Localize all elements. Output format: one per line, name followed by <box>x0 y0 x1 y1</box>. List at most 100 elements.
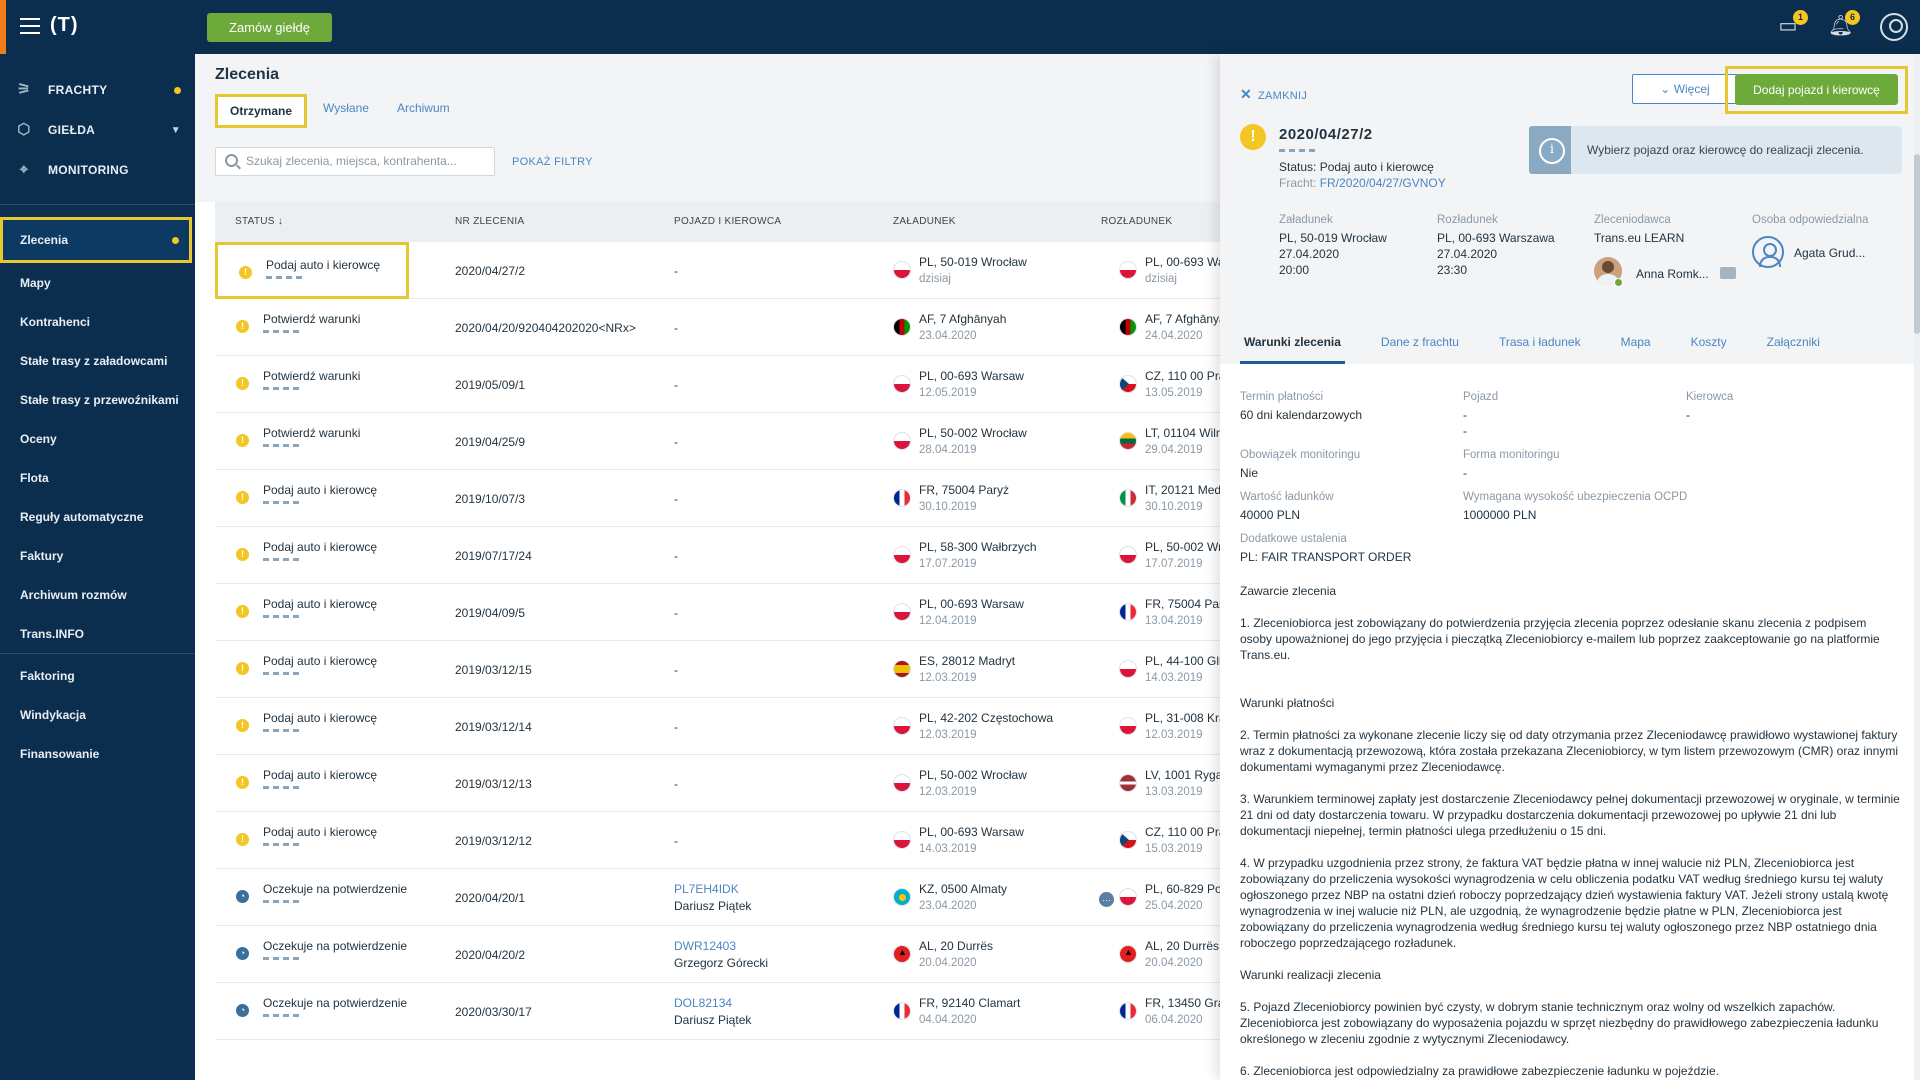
loading-place: KZ, 0500 Almaty 23.04.2020 <box>919 882 1007 912</box>
warning-icon: ! <box>236 605 249 618</box>
loading-place: AL, 20 Durrës 20.04.2020 <box>919 939 993 969</box>
unloading-city: PL, 00-693 Warsz <box>1145 255 1241 269</box>
table-row[interactable]: ! Podaj auto i kierowcę 2019/03/12/15 - ES, … <box>215 641 1239 698</box>
flag-cz-icon <box>1119 375 1137 393</box>
unloading-date: 13.04.2019 <box>1145 615 1203 627</box>
order-number: 2020/04/20/1 <box>455 891 526 905</box>
notification-dot <box>172 236 179 244</box>
order-exchange-button[interactable]: Zamów giełdę <box>207 13 332 42</box>
user-avatar-icon[interactable] <box>1880 13 1908 41</box>
monitoring-form-label: Forma monitoringu <box>1463 449 1560 461</box>
responsible-name[interactable]: Agata Grud... <box>1794 246 1866 260</box>
sidebar-item-trans-info[interactable]: Trans.INFO <box>0 614 195 653</box>
table-row[interactable]: ! Potwierdź warunki 2019/05/09/1 - PL, 00-69… <box>215 356 1239 413</box>
vehicle-value: - <box>674 378 678 392</box>
unloading-date: 15.03.2019 <box>1145 843 1203 855</box>
vehicle-link[interactable]: DOL82134 <box>674 996 733 1010</box>
sidebar-item-faktoring[interactable]: Faktoring <box>0 656 195 695</box>
scrollbar-thumb[interactable] <box>1914 154 1920 334</box>
loading-time: 20:00 <box>1279 263 1310 277</box>
sidebar-item-frachty[interactable]: ⚞ FRACHTY <box>0 70 195 110</box>
loading-city: PL, 50-002 Wrocław <box>919 426 1027 440</box>
sidebar-item-label: Faktury <box>20 548 64 563</box>
close-panel-link[interactable]: ✕ ZAMKNIJ <box>1240 86 1307 103</box>
sidebar-item-gielda[interactable]: ⬡ GIEŁDA ▼ <box>0 110 195 150</box>
tab-mapa[interactable]: Mapa <box>1620 335 1651 349</box>
loading-date: 17.07.2019 <box>919 558 977 570</box>
sidebar-item-label: Finansowanie <box>20 746 100 761</box>
tab-dane-z-frachtu[interactable]: Dane z frachtu <box>1380 335 1459 349</box>
sidebar-item-label: FRACHTY <box>48 83 108 97</box>
hamburger-menu-icon[interactable] <box>20 18 40 34</box>
bell-icon[interactable]: 🔔︎ 6 <box>1828 10 1860 38</box>
more-dropdown-button[interactable]: ⌄ Więcej <box>1632 74 1738 104</box>
loading-date: 20.04.2020 <box>919 957 977 969</box>
loading-city: FR, 75004 Paryż <box>919 483 1010 497</box>
tab-archiwum[interactable]: Archiwum <box>396 101 450 115</box>
order-number: 2019/07/17/24 <box>455 549 532 563</box>
table-row[interactable]: ! Podaj auto i kierowcę 2019/03/12/13 - PL, … <box>215 755 1222 812</box>
sidebar-item-mapy[interactable]: Mapy <box>0 263 195 302</box>
flag-lt-icon <box>1119 432 1137 450</box>
flag-pl-icon <box>893 261 911 279</box>
vehicle-link[interactable]: PL7EH4IDK <box>674 882 739 896</box>
status-cell: ! Podaj auto i kierowcę <box>215 755 409 812</box>
status-label: Oczekuje na potwierdzenie <box>263 882 408 896</box>
table-row[interactable]: ! Podaj auto i kierowcę 2020/04/27/2 - PL, 5… <box>215 242 1241 299</box>
sidebar-item-monitoring[interactable]: ⌖ MONITORING <box>0 150 195 190</box>
tab-wyslane[interactable]: Wysłane <box>323 101 369 115</box>
table-row[interactable]: ! Podaj auto i kierowcę 2019/03/12/12 - PL, … <box>215 812 1239 869</box>
sidebar-item-reguly[interactable]: Reguły automatyczne <box>0 497 195 536</box>
tab-warunki-zlecenia[interactable]: Warunki zlecenia <box>1240 330 1345 364</box>
sidebar-item-archiwum-rozmow[interactable]: Archiwum rozmów <box>0 575 195 614</box>
table-row[interactable]: ! Podaj auto i kierowcę 2019/10/07/3 - FR, 7… <box>215 470 1240 527</box>
warning-icon: ! <box>239 266 252 279</box>
loading-date: 04.04.2020 <box>919 1014 977 1026</box>
table-row[interactable]: ! Potwierdź warunki 2020/04/20/92040420202… <box>215 299 1232 356</box>
sidebar-item-zlecenia[interactable]: Zlecenia <box>0 217 192 263</box>
fracht-link[interactable]: FR/2020/04/27/GVNOY <box>1319 176 1446 190</box>
tab-zalaczniki[interactable]: Załączniki <box>1766 335 1820 349</box>
sidebar-item-oceny[interactable]: Oceny <box>0 419 195 458</box>
order-number: 2019/03/12/13 <box>455 777 532 791</box>
unloading-place: PL, 00-693 Warsz dzisiaj <box>1145 255 1241 285</box>
sidebar-item-label: GIEŁDA <box>48 123 96 137</box>
sidebar-item-faktury[interactable]: Faktury <box>0 536 195 575</box>
chevron-down-icon: ▼ <box>170 124 181 136</box>
unloading-date: 13.03.2019 <box>1145 786 1203 798</box>
order-number: 2020/04/20/920404202020<NRx> <box>455 321 636 335</box>
tab-trasa-i-ladunek[interactable]: Trasa i ładunek <box>1498 335 1581 349</box>
chat-icon[interactable]: … <box>1099 892 1114 907</box>
show-filters-link[interactable]: POKAŻ FILTRY <box>512 156 593 168</box>
sidebar-item-stale-trasy-przewoznicy[interactable]: Stałe trasy z przewoźnikami <box>0 380 195 419</box>
unloading-date: 20.04.2020 <box>1145 957 1203 969</box>
table-row[interactable]: ◔ Oczekuje na potwierdzenie 2020/03/30/17 D… <box>215 983 1237 1040</box>
sidebar-item-stale-trasy-zaladowcy[interactable]: Stałe trasy z załadowcami <box>0 341 195 380</box>
search-input[interactable]: Szukaj zlecenia, miejsca, kontrahenta... <box>215 147 495 176</box>
table-row[interactable]: ! Podaj auto i kierowcę 2019/07/17/24 - PL, … <box>215 527 1238 584</box>
app-logo[interactable]: (T) <box>50 14 79 36</box>
sidebar-item-windykacja[interactable]: Windykacja <box>0 695 195 734</box>
table-row[interactable]: ◔ Oczekuje na potwierdzenie 2020/04/20/1 PL… <box>215 869 1241 926</box>
vehicle-link[interactable]: DWR12403 <box>674 939 737 953</box>
panel-scrollbar[interactable] <box>1914 54 1920 1080</box>
column-status[interactable]: STATUS ↓ <box>235 216 284 227</box>
loading-city: KZ, 0500 Almaty <box>919 882 1008 896</box>
order-number: 2020/04/20/2 <box>455 948 526 962</box>
unloading-date: 24.04.2020 <box>1145 330 1203 342</box>
sidebar-item-kontrahenci[interactable]: Kontrahenci <box>0 302 195 341</box>
sidebar-item-finansowanie[interactable]: Finansowanie <box>0 734 195 773</box>
table-row[interactable]: ! Podaj auto i kierowcę 2019/03/12/14 - PL, … <box>215 698 1238 755</box>
flag-pl-icon <box>893 717 911 735</box>
add-vehicle-driver-button[interactable]: Dodaj pojazd i kierowcę <box>1735 74 1898 105</box>
tab-otrzymane[interactable]: Otrzymane <box>215 94 308 128</box>
tab-koszty[interactable]: Koszty <box>1690 335 1727 349</box>
client-person[interactable]: Anna Romk... <box>1636 267 1709 281</box>
table-row[interactable]: ◔ Oczekuje na potwierdzenie 2020/04/20/2 DW… <box>215 926 1220 983</box>
sidebar-item-flota[interactable]: Flota <box>0 458 195 497</box>
messages-icon[interactable]: ▭ 1 <box>1776 10 1808 38</box>
table-row[interactable]: ! Podaj auto i kierowcę 2019/04/09/5 - PL, 0… <box>215 584 1232 641</box>
table-row[interactable]: ! Potwierdź warunki 2019/04/25/9 - PL, 50-00… <box>215 413 1229 470</box>
online-status-dot <box>1614 278 1623 287</box>
message-icon[interactable] <box>1720 267 1736 279</box>
